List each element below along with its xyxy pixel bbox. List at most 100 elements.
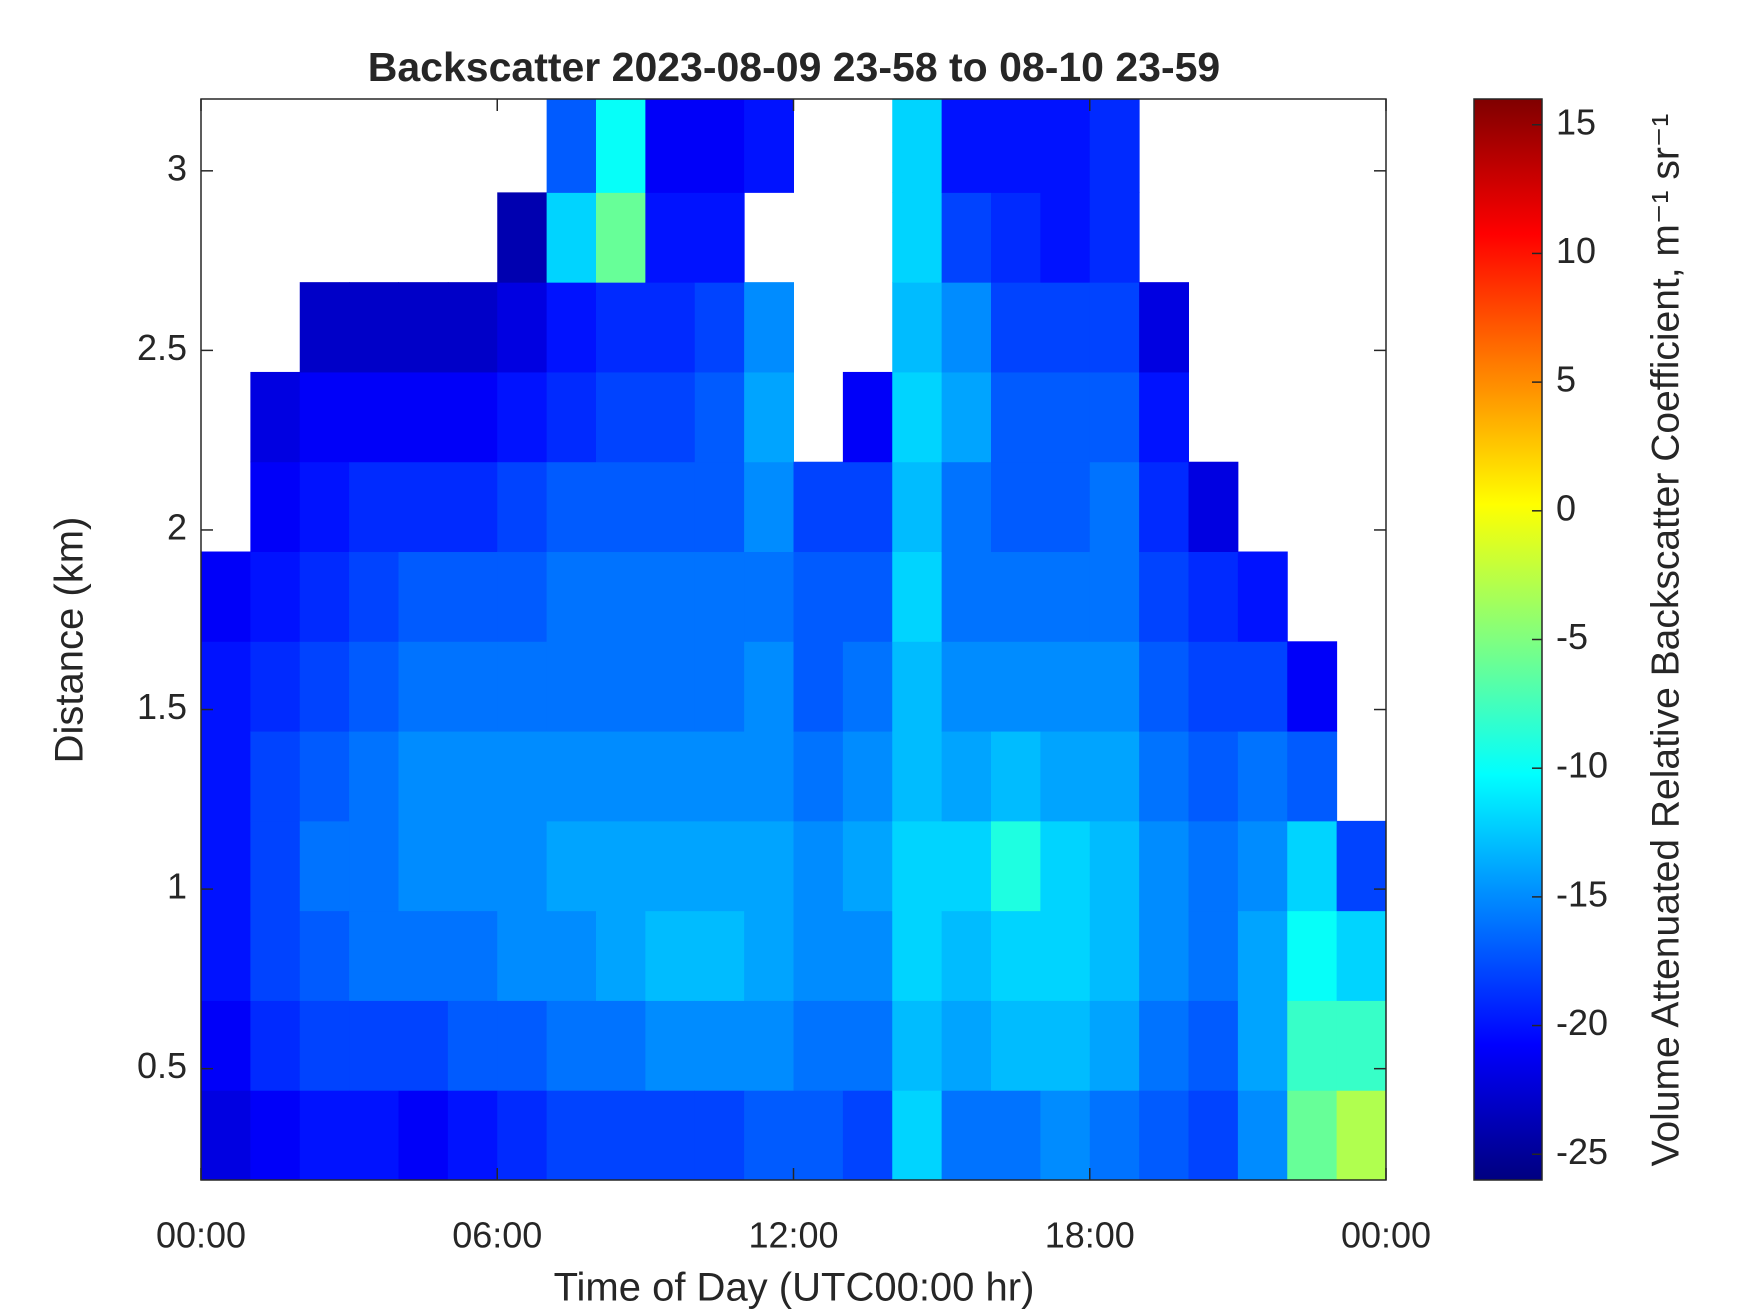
heatmap-cell	[1336, 1000, 1387, 1091]
heatmap-cell	[1287, 731, 1338, 822]
heatmap-cell	[892, 461, 943, 553]
heatmap-cell	[299, 820, 350, 912]
heatmap-cell	[1089, 1090, 1140, 1181]
colorbar-tick-label: 15	[1556, 101, 1596, 142]
heatmap-cell	[694, 641, 745, 732]
heatmap-cell	[596, 910, 646, 1001]
heatmap-cell	[1139, 371, 1189, 463]
heatmap-cell	[447, 731, 498, 822]
heatmap-cell	[892, 910, 943, 1001]
heatmap-cell	[793, 731, 844, 822]
heatmap-cell	[1040, 641, 1091, 732]
heatmap-cell	[1089, 731, 1140, 822]
heatmap-cell	[447, 1000, 498, 1091]
heatmap-cell	[892, 371, 943, 463]
heatmap-cell	[349, 1090, 399, 1181]
heatmap-cell	[744, 461, 794, 553]
heatmap-cell	[596, 282, 646, 373]
heatmap-cell	[546, 99, 597, 193]
heatmap-cell	[1040, 731, 1091, 822]
heatmap-cell	[842, 641, 893, 732]
heatmap-cell	[497, 1000, 548, 1091]
heatmap-cell	[1139, 641, 1189, 732]
heatmap-cell	[941, 1090, 992, 1181]
heatmap-cell	[497, 641, 548, 732]
heatmap-cell	[1089, 282, 1140, 373]
heatmap-cell	[447, 641, 498, 732]
y-tick-label: 3	[167, 147, 187, 188]
heatmap-cell	[892, 731, 943, 822]
heatmap-cell	[1237, 910, 1288, 1001]
heatmap-cell	[546, 551, 597, 642]
heatmap-cell	[201, 641, 251, 732]
heatmap-cell	[694, 192, 745, 283]
heatmap-cell	[892, 282, 943, 373]
heatmap-cell	[744, 820, 794, 912]
colorbar-tick-label: -10	[1556, 745, 1608, 786]
chart-title: Backscatter 2023-08-09 23-58 to 08-10 23…	[368, 44, 1220, 90]
heatmap-cell	[398, 1000, 449, 1091]
heatmap-cell	[1139, 910, 1189, 1001]
heatmap-cell	[299, 461, 350, 553]
heatmap-cell	[398, 551, 449, 642]
heatmap-cell	[201, 551, 251, 642]
heatmap-cell	[1139, 820, 1189, 912]
heatmap-cell	[250, 461, 301, 553]
heatmap-cell	[694, 1090, 745, 1181]
heatmap-cell	[250, 820, 301, 912]
heatmap-cell	[991, 371, 1041, 463]
heatmap-cell	[1336, 820, 1387, 912]
heatmap-cell	[596, 1000, 646, 1091]
heatmap	[201, 99, 1387, 1181]
heatmap-cell	[1089, 371, 1140, 463]
y-tick-label: 0.5	[137, 1045, 187, 1086]
heatmap-cell	[349, 371, 399, 463]
heatmap-cell	[596, 641, 646, 732]
heatmap-cell	[250, 371, 301, 463]
x-tick-label: 18:00	[1045, 1215, 1135, 1256]
heatmap-cell	[793, 551, 844, 642]
heatmap-cell	[596, 192, 646, 283]
heatmap-cell	[1237, 641, 1288, 732]
heatmap-cell	[546, 731, 597, 822]
heatmap-cell	[299, 371, 350, 463]
heatmap-cell	[1089, 820, 1140, 912]
heatmap-cell	[1139, 551, 1189, 642]
heatmap-cell	[596, 1090, 646, 1181]
heatmap-cell	[941, 461, 992, 553]
heatmap-cell	[299, 641, 350, 732]
heatmap-cell	[447, 1090, 498, 1181]
heatmap-cell	[991, 731, 1041, 822]
heatmap-cell	[201, 910, 251, 1001]
heatmap-cell	[497, 192, 548, 283]
heatmap-cell	[645, 192, 696, 283]
heatmap-cell	[546, 282, 597, 373]
colorbar-tick-label: 10	[1556, 230, 1596, 271]
heatmap-cell	[447, 820, 498, 912]
heatmap-cell	[744, 551, 794, 642]
colorbar-tick-label: 0	[1556, 487, 1576, 528]
heatmap-cell	[398, 1090, 449, 1181]
heatmap-cell	[1336, 910, 1387, 1001]
heatmap-cell	[497, 551, 548, 642]
heatmap-cell	[892, 99, 943, 193]
heatmap-cell	[398, 820, 449, 912]
heatmap-cell	[596, 551, 646, 642]
heatmap-cell	[1237, 1090, 1288, 1181]
heatmap-cell	[546, 1000, 597, 1091]
heatmap-cell	[694, 371, 745, 463]
heatmap-cell	[299, 1000, 350, 1091]
heatmap-cell	[1188, 641, 1239, 732]
heatmap-cell	[250, 1000, 301, 1091]
heatmap-cell	[1188, 1090, 1239, 1181]
y-tick-label: 1.5	[137, 686, 187, 727]
heatmap-cell	[744, 282, 794, 373]
heatmap-cell	[349, 641, 399, 732]
heatmap-cell	[546, 461, 597, 553]
heatmap-cell	[1188, 551, 1239, 642]
heatmap-cell	[1040, 461, 1091, 553]
y-tick-label: 2.5	[137, 327, 187, 368]
heatmap-cell	[546, 371, 597, 463]
heatmap-cell	[497, 820, 548, 912]
